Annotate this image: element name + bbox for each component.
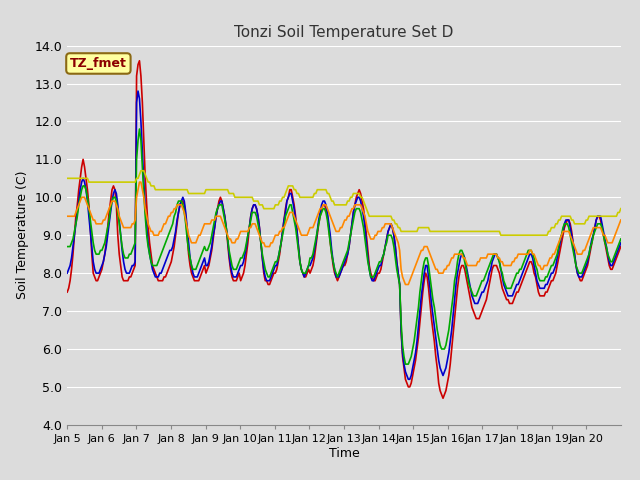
Y-axis label: Soil Temperature (C): Soil Temperature (C) [16, 171, 29, 300]
Text: TZ_fmet: TZ_fmet [70, 57, 127, 70]
Title: Tonzi Soil Temperature Set D: Tonzi Soil Temperature Set D [234, 25, 454, 40]
X-axis label: Time: Time [328, 446, 360, 460]
